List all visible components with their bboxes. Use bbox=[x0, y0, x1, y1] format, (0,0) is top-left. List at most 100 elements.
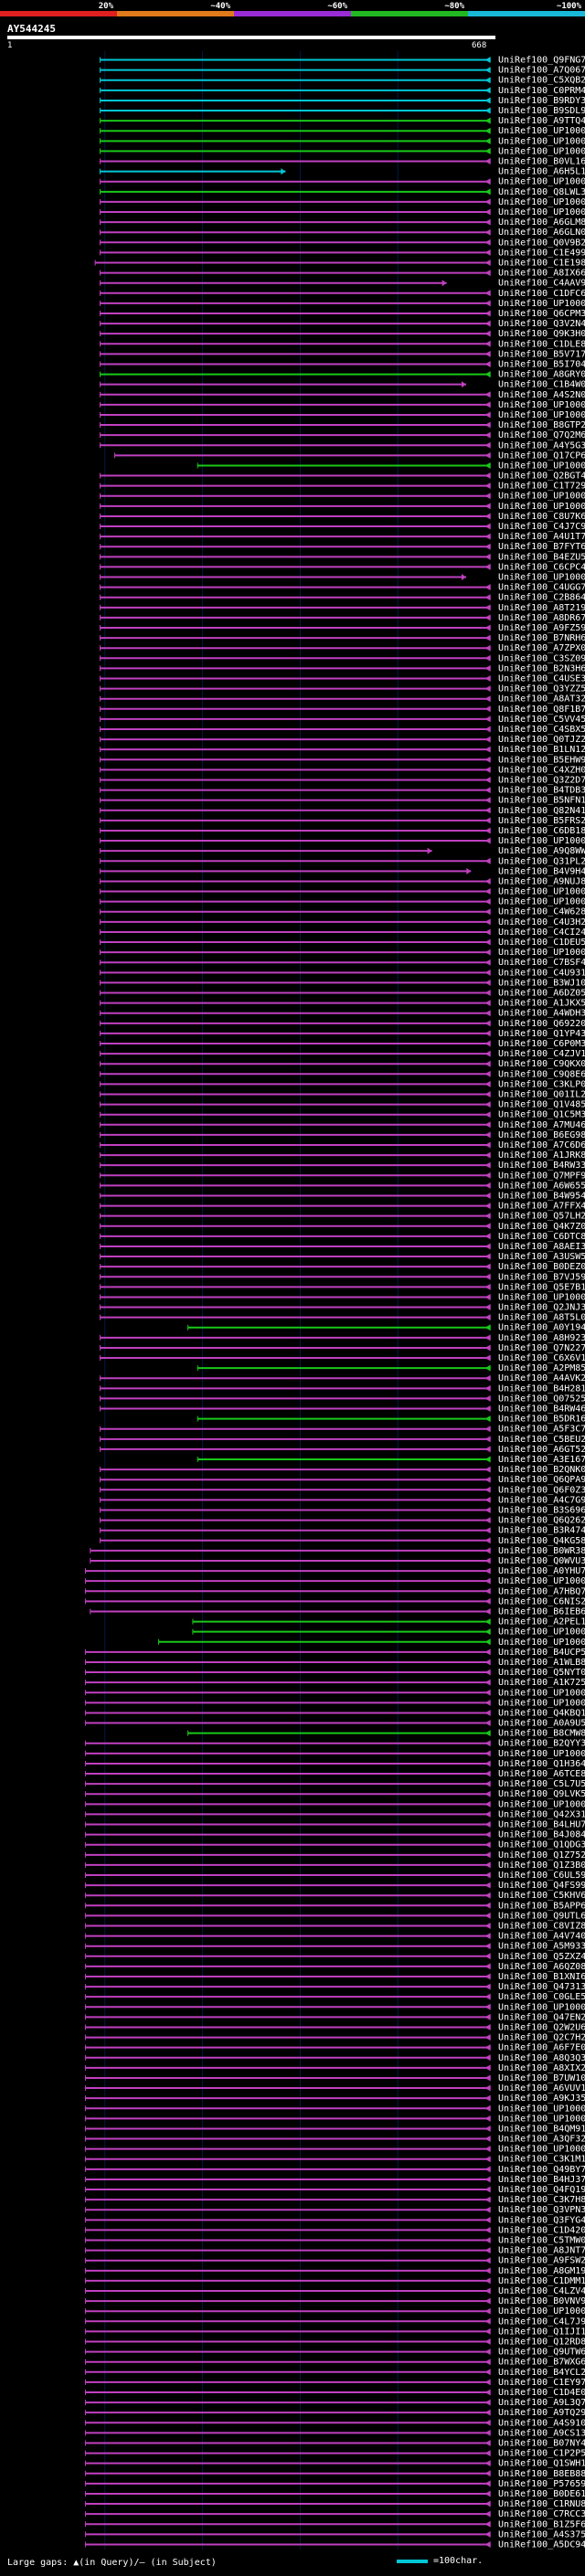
hit-label[interactable]: UniRef100_B5APP6 bbox=[498, 1901, 585, 1911]
hit-label[interactable]: UniRef100_Q1YP43 bbox=[498, 1029, 585, 1039]
hit-label[interactable]: UniRef100_A7ZPX0 bbox=[498, 643, 585, 653]
hit-label[interactable]: UniRef100_Q69220 bbox=[498, 1019, 585, 1029]
hit-label[interactable]: UniRef100_A4WDH3 bbox=[498, 1009, 585, 1019]
hit-label[interactable]: UniRef100_B4UCP5 bbox=[498, 1648, 585, 1658]
hit-label[interactable]: UniRef100_A1JRK8 bbox=[498, 1150, 585, 1161]
hit-label[interactable]: UniRef100_C0GLE5 bbox=[498, 1992, 585, 2002]
hit-label[interactable]: UniRef100_A5F3C7 bbox=[498, 1425, 585, 1435]
hit-label[interactable]: UniRef100_A6F7E0 bbox=[498, 2043, 585, 2053]
hit-label[interactable]: UniRef100_C4LZV4 bbox=[498, 2286, 585, 2296]
hit-label[interactable]: UniRef100_A3E167 bbox=[498, 1455, 585, 1465]
hit-label[interactable]: UniRef100_B4QM91 bbox=[498, 2124, 585, 2134]
hit-label[interactable]: UniRef100_B5I704 bbox=[498, 359, 585, 369]
hit-label[interactable]: UniRef100_A8AT32 bbox=[498, 694, 585, 705]
hit-label[interactable]: UniRef100_C8VIZ8 bbox=[498, 1922, 585, 1932]
hit-label[interactable]: UniRef100_Q1Z3B0 bbox=[498, 1860, 585, 1871]
hit-label[interactable]: UniRef100_C4U3H2 bbox=[498, 917, 585, 928]
hit-label[interactable]: UniRef100_C4W628 bbox=[498, 907, 585, 917]
hit-label[interactable]: UniRef100_C1D4E0 bbox=[498, 2388, 585, 2398]
hit-label[interactable]: UniRef100_UP1000.. bbox=[498, 836, 585, 846]
hit-label[interactable]: UniRef100_C6UL59 bbox=[498, 1871, 585, 1881]
hit-label[interactable]: UniRef100_Q0TJZ2 bbox=[498, 735, 585, 745]
hit-label[interactable]: UniRef100_B2QNK0 bbox=[498, 1465, 585, 1475]
hit-label[interactable]: UniRef100_B5NFN1 bbox=[498, 796, 585, 806]
hit-label[interactable]: UniRef100_A7Q067 bbox=[498, 66, 585, 76]
hit-label[interactable]: UniRef100_A4V740 bbox=[498, 1932, 585, 1942]
hit-label[interactable]: UniRef100_Q17CP6 bbox=[498, 451, 585, 461]
hit-label[interactable]: UniRef100_A9L3Q7 bbox=[498, 2398, 585, 2408]
hit-label[interactable]: UniRef100_C9Q8E6 bbox=[498, 1069, 585, 1079]
hit-label[interactable]: UniRef100_UP1000.. bbox=[498, 1638, 585, 1648]
hit-label[interactable]: UniRef100_UP1000.. bbox=[498, 1749, 585, 1759]
hit-label[interactable]: UniRef100_B5FRS2 bbox=[498, 816, 585, 826]
hit-label[interactable]: UniRef100_A7MU46 bbox=[498, 1120, 585, 1130]
hit-label[interactable]: UniRef100_C4AAV9 bbox=[498, 279, 585, 289]
hit-label[interactable]: UniRef100_A4S375 bbox=[498, 2529, 585, 2539]
hit-label[interactable]: UniRef100_C1T729 bbox=[498, 482, 585, 492]
hit-label[interactable]: UniRef100_C6DB18 bbox=[498, 826, 585, 836]
hit-label[interactable]: UniRef100_Q42X31 bbox=[498, 1809, 585, 1819]
hit-label[interactable]: UniRef100_B3WJ10 bbox=[498, 978, 585, 988]
hit-label[interactable]: UniRef100_C5VV45 bbox=[498, 715, 585, 725]
hit-label[interactable]: UniRef100_A6GLN0 bbox=[498, 228, 585, 238]
hit-label[interactable]: UniRef100_B9SDL9 bbox=[498, 106, 585, 116]
hit-label[interactable]: UniRef100_C5KHV6 bbox=[498, 1891, 585, 1901]
hit-label[interactable]: UniRef100_UP1000.. bbox=[498, 2104, 585, 2114]
hit-label[interactable]: UniRef100_Q1Z752 bbox=[498, 1850, 585, 1860]
hit-label[interactable]: UniRef100_A3QF32 bbox=[498, 2135, 585, 2145]
hit-label[interactable]: UniRef100_Q82N41 bbox=[498, 806, 585, 816]
hit-label[interactable]: UniRef100_Q31PL2 bbox=[498, 856, 585, 866]
hit-label[interactable]: UniRef100_C3K1M1 bbox=[498, 2155, 585, 2165]
hit-label[interactable]: UniRef100_UP1000.. bbox=[498, 146, 585, 156]
hit-label[interactable]: UniRef100_Q5ZXZ4 bbox=[498, 1952, 585, 1962]
hit-label[interactable]: UniRef100_Q6QPA9 bbox=[498, 1475, 585, 1485]
hit-label[interactable]: UniRef100_C8U7K6 bbox=[498, 512, 585, 522]
hit-label[interactable]: UniRef100_B0VNV9 bbox=[498, 2296, 585, 2306]
hit-label[interactable]: UniRef100_B2QYY3 bbox=[498, 1739, 585, 1749]
hit-label[interactable]: UniRef100_UP1000.. bbox=[498, 1292, 585, 1302]
hit-label[interactable]: UniRef100_B4W954 bbox=[498, 1191, 585, 1201]
hit-label[interactable]: UniRef100_C1EY97 bbox=[498, 2378, 585, 2388]
hit-label[interactable]: UniRef100_B6EG98 bbox=[498, 1130, 585, 1140]
hit-label[interactable]: UniRef100_B4RW33 bbox=[498, 1161, 585, 1171]
hit-label[interactable]: UniRef100_Q1C5M3 bbox=[498, 1110, 585, 1120]
hit-label[interactable]: UniRef100_UP1000.. bbox=[498, 400, 585, 410]
hit-label[interactable]: UniRef100_C3SZ09 bbox=[498, 653, 585, 663]
hit-label[interactable]: UniRef100_A6GT52 bbox=[498, 1445, 585, 1455]
hit-label[interactable]: UniRef100_B7WXG6 bbox=[498, 2358, 585, 2368]
hit-label[interactable]: UniRef100_C5XQB2 bbox=[498, 76, 585, 86]
hit-label[interactable]: UniRef100_Q07525 bbox=[498, 1394, 585, 1404]
hit-label[interactable]: UniRef100_B2N3H6 bbox=[498, 663, 585, 673]
hit-label[interactable]: UniRef100_A6W655 bbox=[498, 1181, 585, 1191]
hit-label[interactable]: UniRef100_Q2BGT4 bbox=[498, 472, 585, 482]
hit-label[interactable]: UniRef100_UP1000.. bbox=[498, 299, 585, 309]
hit-label[interactable]: UniRef100_UP1000.. bbox=[498, 887, 585, 897]
hit-label[interactable]: UniRef100_B0VL16 bbox=[498, 157, 585, 167]
hit-label[interactable]: UniRef100_B5V717 bbox=[498, 349, 585, 359]
hit-label[interactable]: UniRef100_UP1000.. bbox=[498, 461, 585, 471]
hit-label[interactable]: UniRef100_UP1000.. bbox=[498, 492, 585, 502]
hit-label[interactable]: UniRef100_UP1000.. bbox=[498, 126, 585, 136]
hit-label[interactable]: UniRef100_A7FFX4 bbox=[498, 1202, 585, 1212]
hit-label[interactable]: UniRef100_B4HJ37 bbox=[498, 2175, 585, 2185]
hit-label[interactable]: UniRef100_C4L7J9 bbox=[498, 2316, 585, 2327]
hit-label[interactable]: UniRef100_C4XZH0 bbox=[498, 765, 585, 775]
hit-label[interactable]: UniRef100_Q7N227 bbox=[498, 1343, 585, 1353]
hit-label[interactable]: UniRef100_B4H281 bbox=[498, 1383, 585, 1394]
hit-label[interactable]: UniRef100_C1E198 bbox=[498, 259, 585, 269]
hit-label[interactable]: UniRef100_A8JNT7 bbox=[498, 2246, 585, 2256]
hit-label[interactable]: UniRef100_Q9FNG7 bbox=[498, 56, 585, 66]
hit-label[interactable]: UniRef100_Q5E7B1 bbox=[498, 1282, 585, 1292]
hit-label[interactable]: UniRef100_A8Q3Q3 bbox=[498, 2053, 585, 2063]
hit-label[interactable]: UniRef100_C4U931 bbox=[498, 968, 585, 978]
hit-label[interactable]: UniRef100_B7UW10 bbox=[498, 2073, 585, 2083]
hit-label[interactable]: UniRef100_B4RW46 bbox=[498, 1405, 585, 1415]
hit-label[interactable]: UniRef100_C1D420 bbox=[498, 2225, 585, 2235]
hit-label[interactable]: UniRef100_A0YHU7 bbox=[498, 1566, 585, 1576]
hit-label[interactable]: UniRef100_B4J084 bbox=[498, 1830, 585, 1840]
hit-label[interactable]: UniRef100_Q7Q2M6 bbox=[498, 430, 585, 440]
hit-label[interactable]: UniRef100_C1B4W0 bbox=[498, 380, 585, 390]
hit-label[interactable]: UniRef100_A4S910 bbox=[498, 2418, 585, 2428]
hit-label[interactable]: UniRef100_B8GTP2 bbox=[498, 420, 585, 430]
hit-label[interactable]: UniRef100_B8CMW8 bbox=[498, 1729, 585, 1739]
